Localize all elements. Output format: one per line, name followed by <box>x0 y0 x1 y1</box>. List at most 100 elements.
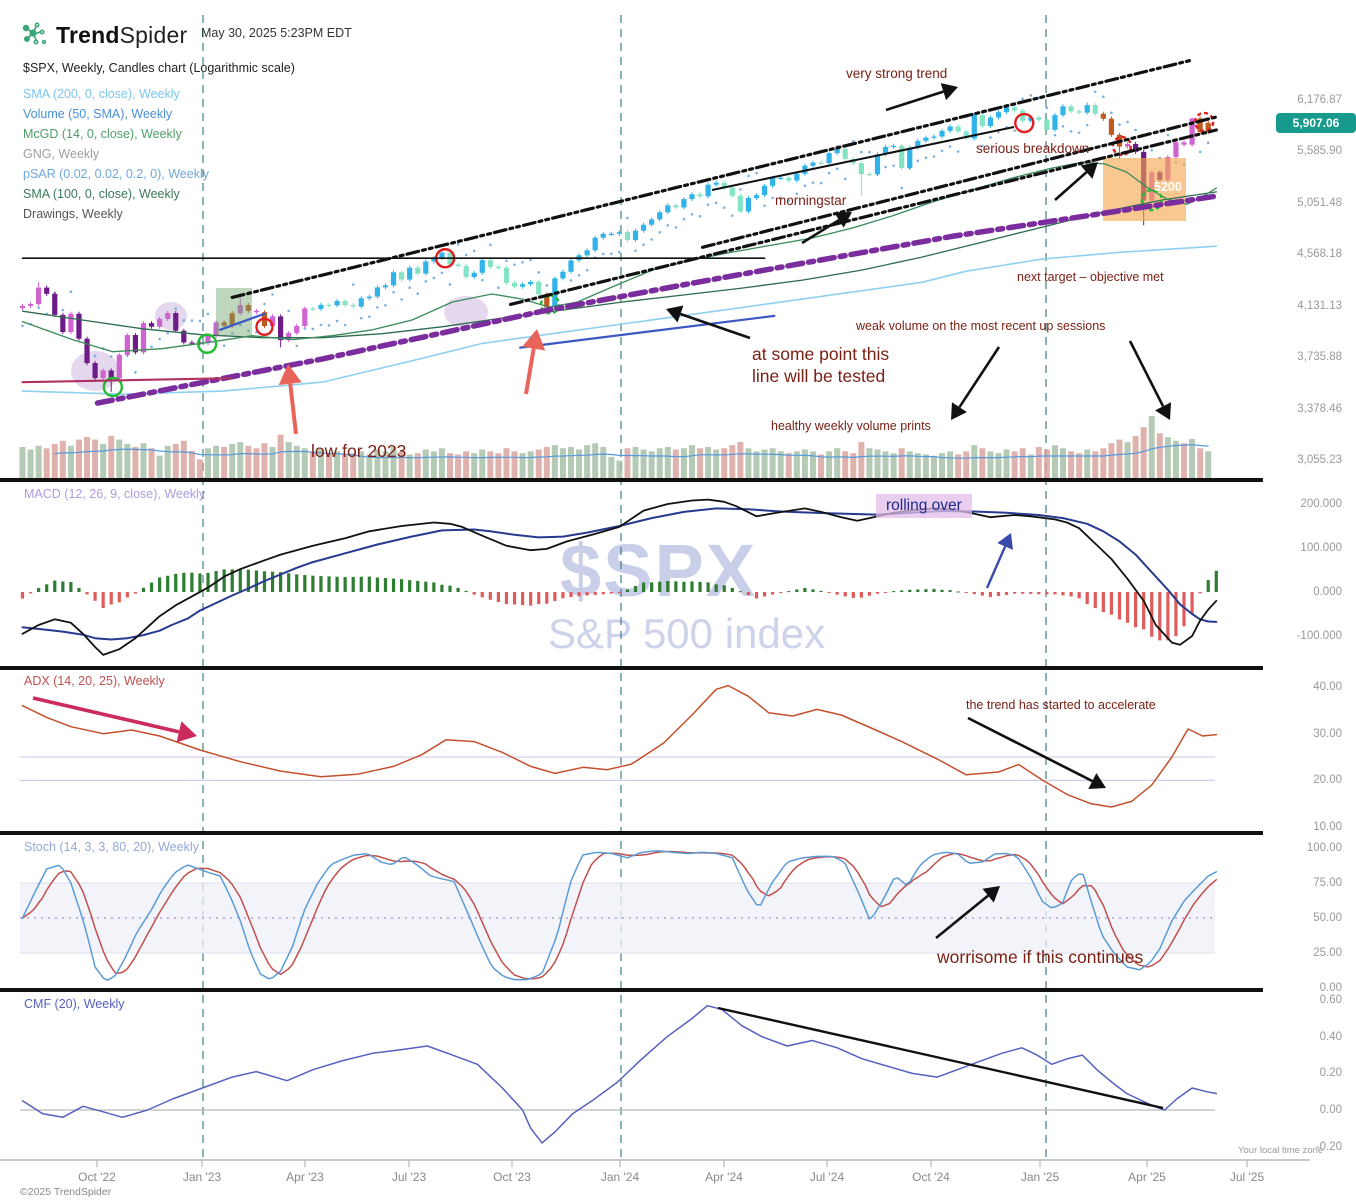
sell-signal-circle <box>1014 112 1035 134</box>
cmf-trendline <box>717 1006 1164 1110</box>
annotation-7: low for 2023 <box>311 441 407 461</box>
buy-signal-circle <box>197 333 218 354</box>
legend-item-6[interactable]: Drawings, Weekly <box>23 207 123 221</box>
blue-trendline-1 <box>519 314 776 349</box>
legend-item-2[interactable]: McGD (14, 0, close), Weekly <box>23 127 182 141</box>
stoch-axis-label: 50.00 <box>1313 912 1342 924</box>
panel-label-cmf[interactable]: CMF (20), Weekly <box>24 997 125 1011</box>
legend-item-3[interactable]: GNG, Weekly <box>23 147 100 161</box>
watermark-name: S&P 500 index <box>548 610 826 657</box>
x-axis-label: Oct '23 <box>493 1170 531 1184</box>
panel-label-macd[interactable]: MACD (12, 26, 9, close), Weekly <box>24 487 206 501</box>
volume-bars <box>19 416 1212 478</box>
price-axis-label: 5,585.90 <box>1297 145 1342 158</box>
adx-axis-label: 40.00 <box>1313 681 1342 693</box>
blue-trendline-0 <box>219 312 266 331</box>
x-axis-label: Jul '25 <box>1229 1170 1265 1184</box>
x-axis-label: Apr '23 <box>286 1170 324 1184</box>
adx-panel <box>20 756 1215 782</box>
x-axis-label: Apr '24 <box>705 1170 743 1184</box>
macd-axis-label: 100.000 <box>1300 542 1342 554</box>
annotation-3: next target – objective met <box>1017 270 1164 284</box>
price-axis-label: 4,568.18 <box>1297 248 1342 261</box>
cmf-axis-label: 0.60 <box>1319 994 1342 1006</box>
x-axis-label: Oct '22 <box>78 1170 116 1184</box>
crimson-support-line <box>21 377 232 384</box>
year-gridlines <box>202 15 1047 1160</box>
price-axis-label: 4,131.13 <box>1297 299 1342 312</box>
candles <box>19 102 1211 392</box>
sell-signal-circle <box>1111 135 1133 157</box>
sell-signal-circle <box>1193 111 1215 133</box>
logo-text-bold: Trend <box>56 21 120 48</box>
stoch-axis-label: 75.00 <box>1313 877 1342 889</box>
adx-axis-label: 30.00 <box>1313 728 1342 740</box>
price-axis-label: 3,378.46 <box>1297 402 1342 415</box>
panel-label-adx[interactable]: ADX (14, 20, 25), Weekly <box>24 674 165 688</box>
legend-item-4[interactable]: pSAR (0.02, 0.02, 0.2, 0), Weekly <box>23 167 209 181</box>
stoch-axis-label: 25.00 <box>1313 947 1342 959</box>
cmf-axis-label: 0.40 <box>1319 1031 1342 1043</box>
sell-signal-circle <box>255 317 274 337</box>
annotation-6: at some point this line will be tested <box>752 344 890 386</box>
annotation-9: the trend has started to accelerate <box>966 698 1156 712</box>
price-target-label: 5200 <box>1154 180 1182 194</box>
psar-dots <box>21 90 1210 377</box>
copyright: ©2025 TrendSpider <box>20 1186 112 1198</box>
watermark-symbol: $SPX <box>560 529 758 612</box>
cmf-axis-label: 0.20 <box>1319 1067 1342 1079</box>
annotation-rolling-over: rolling over <box>876 494 972 518</box>
price-axis-label: 3,055.23 <box>1297 454 1342 466</box>
x-axis-label: Apr '25 <box>1128 1170 1166 1184</box>
legend-item-0[interactable]: SMA (200, 0, close), Weekly <box>23 87 180 101</box>
indicator-legend: SMA (200, 0, close), Weekly Volume (50, S… <box>23 84 209 224</box>
adx-axis-label: 20.00 <box>1313 774 1342 786</box>
price-panel <box>19 90 1212 478</box>
purple-trendline <box>94 193 1220 406</box>
breakdown-pointer-line <box>711 126 1015 191</box>
panel-label-stoch[interactable]: Stoch (14, 3, 3, 80, 20), Weekly <box>24 840 199 854</box>
trendspider-logo-icon <box>22 22 47 45</box>
macd-axis-label: 200.000 <box>1300 498 1342 510</box>
annotation-4: weak volume on the most recent up sessio… <box>856 319 1106 333</box>
timezone-note[interactable]: Your local time zone <box>1238 1145 1324 1156</box>
buy-signal-circle <box>102 376 124 398</box>
x-axis-label: Jan '23 <box>182 1170 222 1184</box>
annotation-1: serious breakdown <box>976 141 1090 156</box>
macd-panel <box>20 569 1218 641</box>
x-axis-label: Jul '23 <box>391 1170 427 1184</box>
annotation-5: healthy weekly volume prints <box>771 419 931 433</box>
price-axis-label: 5,051.48 <box>1297 196 1342 209</box>
logo-text-light: Spider <box>119 21 188 48</box>
annotation-0: very strong trend <box>846 66 948 81</box>
mid-channel <box>508 128 1218 306</box>
cmf-axis-label: -0.20 <box>1315 1141 1342 1153</box>
stoch-axis-label: 0.00 <box>1319 982 1342 994</box>
app-logo[interactable]: TrendSpider <box>20 20 187 50</box>
stoch-panel <box>20 882 1215 954</box>
volume-sma-line <box>54 444 1209 459</box>
last-price-badge: 5,907.06 <box>1276 112 1356 133</box>
price-axis-label: 6,176.87 <box>1297 94 1342 106</box>
lower-channel <box>700 115 1218 249</box>
symbol-description[interactable]: $SPX, Weekly, Candles chart (Logarithmic… <box>23 61 295 75</box>
x-axis-label: Jul '24 <box>809 1170 845 1184</box>
macd-axis-label: -100.000 <box>1296 630 1342 642</box>
legend-item-5[interactable]: SMA (100, 0, close), Weekly <box>23 187 180 201</box>
upper-channel <box>230 58 1194 299</box>
cmf-axis-label: 0.00 <box>1319 1104 1342 1116</box>
legend-item-1[interactable]: Volume (50, SMA), Weekly <box>23 107 173 121</box>
x-axis-label: Jan '24 <box>600 1170 640 1184</box>
stoch-axis-label: 100.00 <box>1306 842 1342 854</box>
price-axis-label: 3,735.88 <box>1297 351 1342 364</box>
annotation-2: morningstar <box>775 193 847 208</box>
buy-signal-circle <box>1140 188 1163 212</box>
x-axis-label: Jan '25 <box>1020 1170 1060 1184</box>
adx-axis-label: 10.00 <box>1313 821 1342 833</box>
chart-datetime: May 30, 2025 5:23PM EDT <box>201 26 352 40</box>
macd-axis-label: 0.000 <box>1313 586 1342 598</box>
annotation-8: worrisome if this continues <box>937 947 1144 967</box>
sma100-line <box>21 191 1217 339</box>
